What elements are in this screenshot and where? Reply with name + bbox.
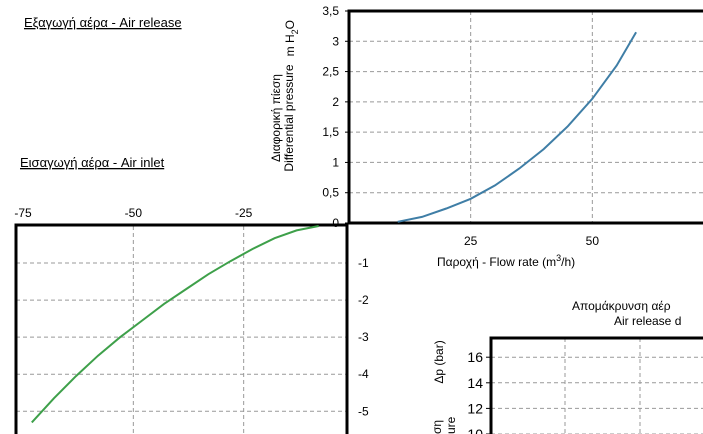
release-x-ticks: 255075	[464, 234, 600, 248]
inlet-y-tick-label: -4	[358, 367, 369, 381]
inlet-section-title: Εισαγωγή αέρα - Air inlet	[20, 155, 165, 170]
removal-title-en: Air release d	[614, 314, 681, 328]
release-x-tick-label: 25	[464, 234, 478, 248]
removal-chart: Απομάκρυνση αέρ Air release d 10 12 14 16 Δ…	[430, 299, 703, 434]
removal-title-greek: Απομάκρυνση αέρ	[572, 299, 671, 313]
release-y-tick-label: 1,5	[322, 125, 339, 139]
inlet-plot-frame	[14, 223, 349, 434]
release-x-label: Παροχή - Flow rate (m3/h)	[437, 253, 575, 269]
inlet-y-tick-label: -3	[358, 330, 369, 344]
release-chart-grid	[349, 11, 703, 223]
removal-y-label-b: ση	[430, 420, 444, 434]
release-y-unit-o: O	[283, 20, 297, 29]
release-y-tick-label: 0,5	[322, 186, 339, 200]
release-y-tick-label: 2	[332, 95, 339, 109]
release-x-label-sup: 3	[556, 253, 561, 263]
release-y-unit: m H2O	[283, 20, 300, 56]
inlet-x-ticks: -75 -50 -25	[14, 206, 252, 220]
inlet-x-tick-label: -75	[14, 206, 32, 220]
release-chart: 00,511,522,533,5 255075 Διαφορική πίεση …	[269, 4, 703, 269]
removal-y-label-c-wrap: ure	[444, 416, 458, 434]
inlet-y-tick-label: -1	[358, 256, 369, 270]
release-x-tick-label: 50	[586, 234, 600, 248]
release-y-tick-label: 1	[332, 155, 339, 169]
svg-text:m H2O: m H2O	[283, 20, 300, 56]
release-x-label-end: /h)	[561, 255, 575, 269]
inlet-chart-grid	[16, 226, 347, 434]
release-y-label-en: Differential pressure	[282, 64, 296, 171]
release-plot-frame	[347, 9, 703, 225]
inlet-y-tick-label: -2	[358, 293, 369, 307]
inlet-chart: -1-2-3-4-5-6 -75-50-25	[14, 206, 369, 434]
release-y-tick-label: 3	[332, 34, 339, 48]
removal-y-label-a-wrap: Δp (bar)	[432, 340, 446, 383]
removal-y-tick-label: 16	[467, 349, 483, 365]
release-y-label-greek: Διαφορική πίεση	[269, 74, 283, 162]
removal-chart-grid	[491, 338, 703, 434]
removal-y-tick-label: 10	[467, 426, 483, 434]
removal-y-label-a: Δp (bar)	[432, 340, 446, 383]
inlet-y-tick-label: -5	[358, 404, 369, 418]
release-y-unit-sub: 2	[290, 29, 300, 34]
release-y-ticks: 0 0,5 1 1,5 2 2,5 3 3,5	[322, 4, 349, 230]
inlet-y-ticks: -1-2-3-4-5-6	[358, 256, 369, 418]
inlet-curve	[31, 225, 319, 424]
release-y-label: Διαφορική πίεση Differential pressure	[269, 64, 296, 171]
release-y-tick-label: 2,5	[322, 65, 339, 79]
release-curve	[397, 31, 637, 223]
removal-y-label-c: ure	[444, 416, 458, 434]
inlet-x-tick-label: -50	[125, 206, 143, 220]
release-y-tick-label: 0	[332, 216, 339, 230]
removal-y-tick-label: 14	[467, 375, 483, 391]
release-y-unit-m: m H	[283, 34, 297, 56]
release-x-label-main: Παροχή - Flow rate (m	[437, 255, 556, 269]
removal-plot-frame	[489, 336, 703, 434]
removal-y-label-b-wrap: ση	[430, 420, 444, 434]
removal-y-tick-label: 12	[467, 400, 483, 416]
release-y-tick-label: 3,5	[322, 4, 339, 18]
removal-y-ticks: 10 12 14 16	[467, 349, 491, 434]
release-section-title: Εξαγωγή αέρα - Air release	[24, 15, 182, 30]
inlet-x-tick-label: -25	[235, 206, 253, 220]
